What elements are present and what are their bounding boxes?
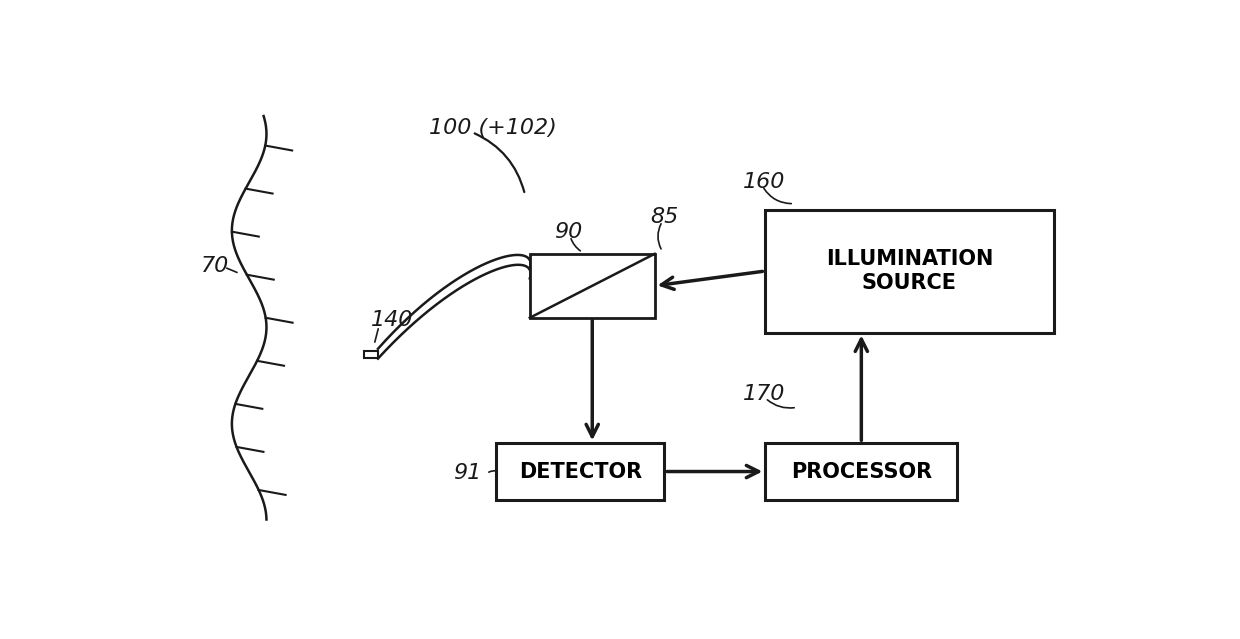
Text: 160: 160 <box>743 173 785 192</box>
Text: 100 (+102): 100 (+102) <box>429 118 557 138</box>
Text: 90: 90 <box>554 222 582 242</box>
Text: 85: 85 <box>650 207 678 227</box>
Text: PROCESSOR: PROCESSOR <box>791 461 932 482</box>
Bar <box>365 351 378 358</box>
Text: 140: 140 <box>371 311 414 330</box>
Bar <box>765 443 957 500</box>
Bar <box>529 254 655 318</box>
Text: 170: 170 <box>743 384 785 404</box>
Bar <box>496 443 665 500</box>
Text: ILLUMINATION
SOURCE: ILLUMINATION SOURCE <box>826 249 993 293</box>
Text: 91: 91 <box>453 463 481 482</box>
Text: DETECTOR: DETECTOR <box>518 461 642 482</box>
Text: 70: 70 <box>201 256 229 276</box>
Bar <box>765 210 1054 332</box>
